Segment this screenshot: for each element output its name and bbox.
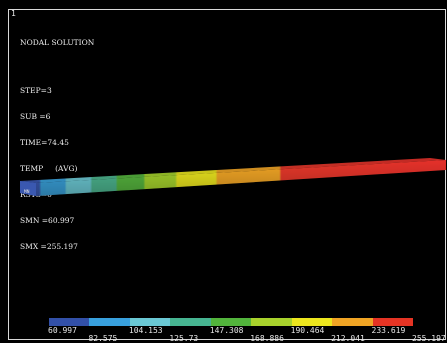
legend-color-segment	[291, 318, 333, 326]
legend-tick-label: 168.886	[250, 334, 284, 343]
legend-tick-label: 60.997	[48, 326, 77, 335]
legend-color-segment	[49, 318, 90, 326]
legend-tick-label: 255.197	[412, 334, 446, 343]
legend-tick-label: 82.575	[88, 334, 118, 343]
step-value: STEP=3	[20, 85, 52, 95]
legend-tick-label: 147.308	[209, 326, 244, 335]
legend-tick-label: 125.73	[169, 334, 199, 343]
legend-color-segment	[372, 318, 413, 326]
beam-end-cap	[20, 181, 36, 196]
max-value: SMX =255.197	[20, 242, 78, 252]
window-number: 1	[11, 9, 16, 18]
min-node-label: MN	[24, 189, 30, 195]
legend-color-segment	[129, 318, 171, 326]
legend-color-segment	[251, 318, 292, 326]
item-label: TEMP (AVG)	[20, 164, 78, 174]
legend-color-segment	[89, 318, 130, 326]
plot-title: NODAL SOLUTION	[20, 38, 95, 48]
contour-legend-bar	[49, 318, 413, 326]
legend-color-segment	[170, 318, 211, 326]
legend-color-segment	[332, 318, 373, 326]
min-value: SMN =60.997	[20, 216, 75, 226]
legend-tick-label: 104.153	[128, 326, 163, 335]
beam-top-face	[20, 158, 446, 183]
legend-tick-label: 190.464	[290, 326, 325, 335]
legend-tick-label: 212.041	[331, 334, 365, 343]
substep-value: SUB =6	[20, 112, 51, 121]
graphics-window-frame	[8, 9, 446, 340]
time-value: TIME=74.45	[20, 138, 69, 148]
legend-color-segment	[210, 318, 252, 326]
legend-tick-label: 233.619	[371, 326, 406, 335]
